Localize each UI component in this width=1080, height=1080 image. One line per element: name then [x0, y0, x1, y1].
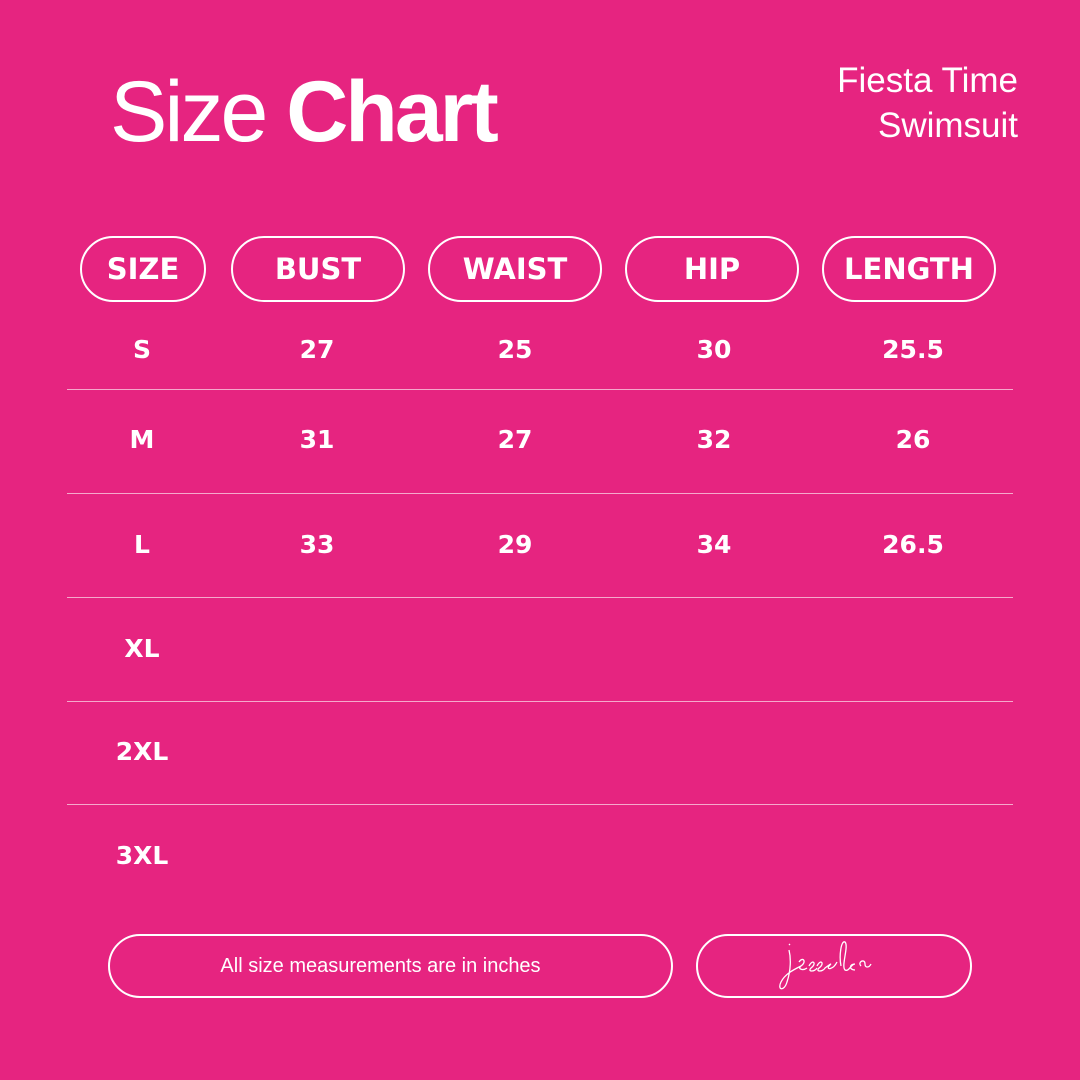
- row-divider: [67, 389, 1013, 390]
- size-label: XL: [124, 634, 160, 663]
- row-divider: [67, 493, 1013, 494]
- table-cell-hip: 32: [696, 425, 732, 454]
- size-label: 3XL: [115, 841, 169, 870]
- title-light: Size: [110, 64, 268, 160]
- table-cell-waist: 27: [497, 425, 533, 454]
- size-label: S: [132, 335, 151, 364]
- column-header-waist: WAIST: [428, 236, 602, 302]
- row-divider: [67, 804, 1013, 805]
- signature-logo-icon: [779, 941, 872, 990]
- column-header-hip: HIP: [625, 236, 799, 302]
- column-header-size: SIZE: [80, 236, 206, 302]
- table-cell-waist: 29: [497, 530, 533, 559]
- size-label: M: [129, 425, 155, 454]
- measurement-note: All size measurements are in inches: [108, 934, 673, 998]
- table-cell-bust: 33: [299, 530, 335, 559]
- table-cell-length: 26: [895, 425, 931, 454]
- table-cell-length: 25.5: [882, 335, 944, 364]
- table-cell-bust: 27: [299, 335, 335, 364]
- table-cell-bust: 31: [299, 425, 335, 454]
- measurement-note-text: All size measurements are in inches: [220, 954, 541, 977]
- table-cell-length: 26.5: [882, 530, 944, 559]
- product-name: Fiesta Time Swimsuit: [837, 58, 1018, 148]
- row-divider: [67, 597, 1013, 598]
- title-bold: Chart: [286, 64, 499, 160]
- brand-logo: [696, 934, 972, 998]
- column-header-length: LENGTH: [822, 236, 996, 302]
- row-divider: [67, 701, 1013, 702]
- table-cell-hip: 34: [696, 530, 732, 559]
- table-cell-waist: 25: [497, 335, 533, 364]
- table-cell-hip: 30: [696, 335, 732, 364]
- product-name-line2: Swimsuit: [877, 106, 1018, 145]
- size-label: L: [134, 530, 150, 559]
- page-title: Size Chart: [110, 62, 499, 162]
- product-name-line1: Fiesta Time: [837, 61, 1018, 100]
- size-label: 2XL: [115, 737, 169, 766]
- column-header-bust: BUST: [231, 236, 405, 302]
